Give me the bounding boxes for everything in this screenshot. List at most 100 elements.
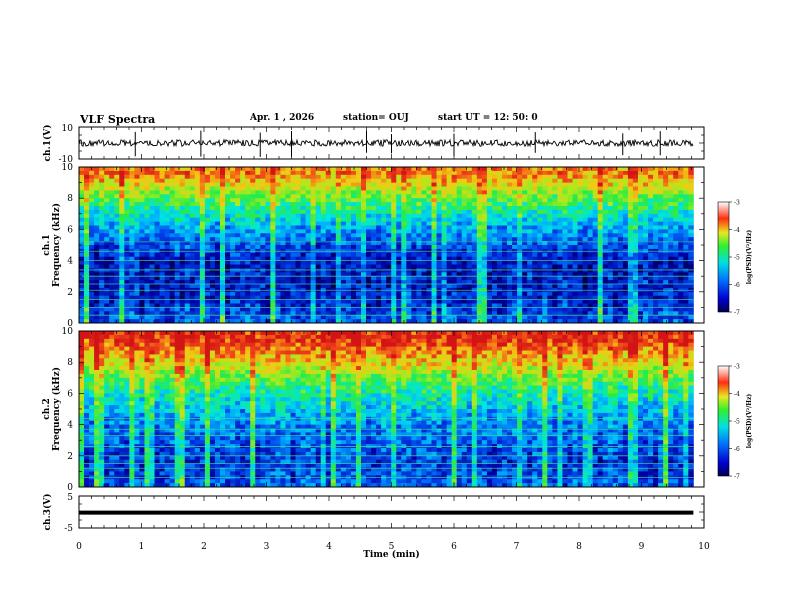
- spectrogram-cell: [658, 182, 664, 187]
- spectrogram-cell: [381, 237, 387, 242]
- spectrogram-cell: [426, 291, 432, 297]
- spectrogram-cell: [622, 167, 629, 172]
- spectrogram-cell: [522, 268, 528, 273]
- spectrogram-cell: [411, 194, 417, 199]
- spectrogram-cell: [79, 268, 85, 273]
- spectrogram-cell: [325, 284, 332, 289]
- spectrogram-cell: [658, 276, 664, 281]
- spectrogram-cell: [436, 295, 442, 300]
- spectrogram-cell: [617, 198, 624, 203]
- spectrogram-cell: [149, 170, 155, 176]
- spectrogram-cell: [179, 206, 186, 211]
- spectrogram-cell: [169, 174, 176, 180]
- spectrogram-cell: [688, 237, 694, 242]
- spectrogram-cell: [567, 315, 573, 320]
- spectrogram-cell: [129, 209, 135, 215]
- spectrogram-cell: [114, 295, 120, 300]
- spectrogram-cell: [668, 260, 674, 265]
- spectrogram-cell: [381, 299, 387, 304]
- spectrogram-cell: [572, 170, 578, 176]
- spectrogram-cell: [391, 221, 397, 226]
- spectrogram-cell: [537, 276, 543, 281]
- spectrogram-cell: [345, 182, 352, 187]
- spectrogram-cell: [683, 213, 689, 219]
- spectrogram-cell: [164, 268, 171, 273]
- spectrogram-cell: [592, 315, 599, 320]
- spectrogram-cell: [416, 291, 422, 297]
- spectrogram-cell: [627, 190, 634, 195]
- spectrogram-cell: [471, 225, 478, 230]
- spectrogram-cell: [653, 178, 659, 183]
- spectrogram-cell: [386, 252, 392, 258]
- spectrogram-cell: [547, 209, 553, 215]
- spectrogram-cell: [381, 319, 387, 324]
- spectrogram-cell: [622, 319, 629, 324]
- spectrogram-cell: [421, 198, 427, 203]
- spectrogram-cell: [537, 307, 543, 312]
- spectrogram-cell: [476, 252, 483, 258]
- spectrogram-cell: [89, 268, 95, 273]
- spectrogram-cell: [456, 291, 463, 297]
- spectrogram-cell: [502, 284, 508, 289]
- spectrogram-cell: [386, 264, 392, 269]
- spectrogram-cell: [587, 280, 594, 285]
- spectrogram-cell: [627, 245, 634, 250]
- spectrogram-cell: [481, 264, 488, 269]
- spectrogram-cell: [109, 190, 115, 195]
- spectrogram-cell: [406, 190, 412, 195]
- spectrogram-cell: [683, 170, 689, 176]
- spectrogram-cell: [169, 291, 176, 297]
- spectrogram-cell: [240, 260, 246, 265]
- spectrogram-cell: [315, 315, 322, 320]
- spectrogram-cell: [260, 170, 266, 176]
- spectrogram-cell: [315, 311, 322, 316]
- spectrogram-cell: [340, 268, 347, 273]
- spectrogram-cell: [235, 190, 241, 195]
- spectrogram-cell: [688, 178, 694, 183]
- spectrogram-cell: [582, 229, 589, 234]
- spectrogram-cell: [396, 268, 402, 273]
- spectrogram-cell: [204, 284, 211, 289]
- spectrogram-cell: [235, 315, 241, 320]
- spectrogram-cell: [99, 186, 105, 191]
- spectrogram-cell: [512, 315, 518, 320]
- spectrogram-cell: [159, 319, 166, 324]
- spectrogram-cell: [265, 167, 271, 172]
- spectrogram-cell: [496, 221, 503, 226]
- spectrogram-cell: [607, 311, 614, 316]
- spectrogram-cell: [124, 319, 130, 324]
- spectrogram-cell: [496, 233, 503, 238]
- spectrogram-cell: [617, 241, 624, 246]
- spectrogram-cell: [159, 303, 166, 308]
- spectrogram-cell: [325, 252, 332, 258]
- spectrogram-cell: [361, 202, 367, 207]
- spectrogram-cell: [290, 295, 296, 300]
- spectrogram-cell: [577, 245, 583, 250]
- spectrogram-cell: [622, 170, 629, 176]
- spectrogram-cell: [673, 276, 679, 281]
- spectrogram-cell: [84, 299, 90, 304]
- spectrogram-cell: [522, 319, 528, 324]
- spectrogram-cell: [512, 182, 518, 187]
- spectrogram-cell: [144, 315, 150, 320]
- spectrogram-cell: [209, 174, 216, 180]
- spectrogram-cell: [532, 252, 538, 258]
- spectrogram-cell: [587, 229, 594, 234]
- spectrogram-cell: [270, 315, 276, 320]
- spectrogram-cell: [547, 233, 553, 238]
- spectrogram-cell: [340, 206, 347, 211]
- spectrogram-cell: [305, 252, 312, 258]
- spectrogram-cell: [663, 241, 669, 246]
- spectrogram-cell: [290, 311, 296, 316]
- spectrogram-cell: [441, 280, 448, 285]
- spectrogram-cell: [683, 190, 689, 195]
- spectrogram-cell: [350, 276, 357, 281]
- spectrogram-cell: [496, 284, 503, 289]
- spectrogram-cell: [386, 315, 392, 320]
- spectrogram-cell: [189, 225, 196, 230]
- spectrogram-cell: [361, 229, 367, 234]
- spectrogram-cell: [255, 190, 261, 195]
- spectrogram-cell: [149, 194, 155, 199]
- spectrogram-cell: [401, 284, 407, 289]
- spectrogram-cell: [688, 213, 694, 219]
